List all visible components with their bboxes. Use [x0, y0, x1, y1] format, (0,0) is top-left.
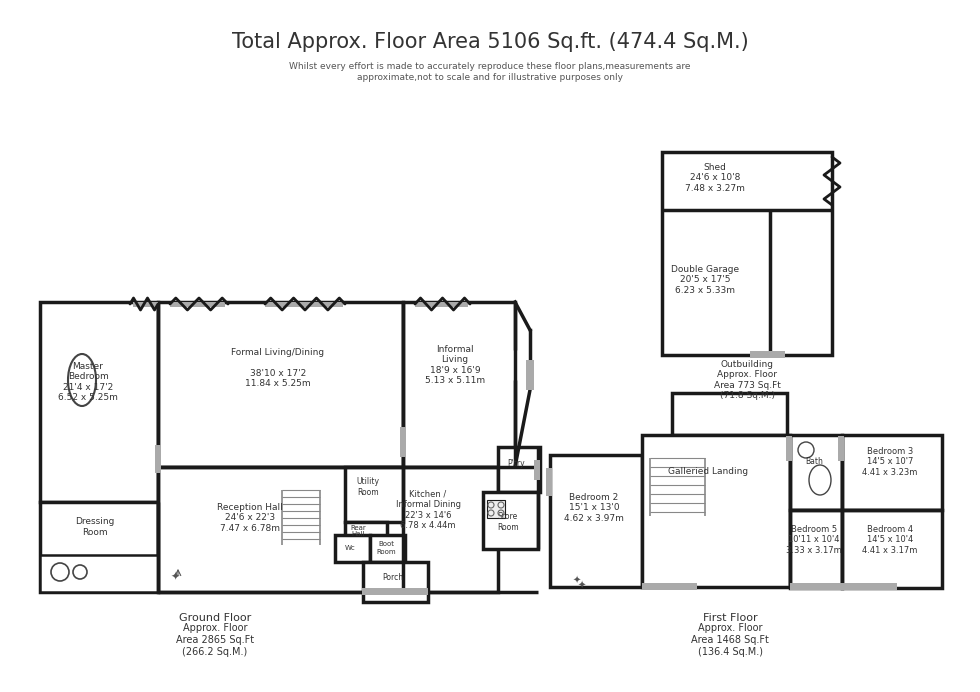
Bar	[550, 455, 642, 587]
Text: Store
Room: Store Room	[497, 512, 518, 531]
Text: Bedroom 4
14'5 x 10'4
4.41 x 3.17m: Bedroom 4 14'5 x 10'4 4.41 x 3.17m	[862, 525, 917, 555]
Text: ✦: ✦	[171, 572, 179, 582]
Bar	[786, 436, 792, 461]
Bar	[345, 467, 403, 522]
Bar	[842, 583, 897, 590]
Bar	[498, 447, 540, 492]
Bar	[370, 535, 405, 562]
Text: Ground Floor: Ground Floor	[179, 613, 251, 623]
Bar	[546, 468, 552, 496]
Bar	[415, 302, 468, 307]
Text: Utility
Room: Utility Room	[357, 477, 379, 497]
Bar	[642, 583, 697, 590]
Bar	[345, 522, 387, 547]
Text: Bedroom 5
10'11 x 10'4
3.33 x 3.17m: Bedroom 5 10'11 x 10'4 3.33 x 3.17m	[786, 525, 842, 555]
Text: Galleried Landing: Galleried Landing	[668, 468, 748, 477]
Text: Reception Hall
24'6 x 22'3
7.47 x 6.78m: Reception Hall 24'6 x 22'3 7.47 x 6.78m	[218, 503, 283, 533]
Bar	[335, 535, 370, 562]
Text: Bath: Bath	[805, 457, 823, 466]
Bar	[790, 435, 842, 510]
Text: Double Garage
20'5 x 17'5
6.23 x 5.33m: Double Garage 20'5 x 17'5 6.23 x 5.33m	[671, 265, 739, 295]
Text: Bedroom 3
14'5 x 10'7
4.41 x 3.23m: Bedroom 3 14'5 x 10'7 4.41 x 3.23m	[862, 447, 917, 477]
Text: First Floor: First Floor	[703, 613, 758, 623]
Bar	[838, 436, 844, 461]
Bar	[642, 435, 790, 587]
Text: Whilst every effort is made to accurately reproduce these floor plans,measuremen: Whilst every effort is made to accuratel…	[289, 62, 691, 82]
Bar	[403, 302, 515, 467]
Text: Boot
Room: Boot Room	[376, 542, 396, 554]
Bar	[487, 500, 505, 518]
Bar	[158, 302, 403, 467]
Text: ✦: ✦	[573, 576, 581, 586]
Text: Master
Bedroom
21'4 x 17'2
6.52 x 5.25m: Master Bedroom 21'4 x 17'2 6.52 x 5.25m	[58, 362, 118, 402]
Text: Bedroom 2
15'1 x 13'0
4.62 x 3.97m: Bedroom 2 15'1 x 13'0 4.62 x 3.97m	[564, 493, 624, 523]
Bar	[526, 360, 534, 390]
Text: Porch: Porch	[382, 574, 404, 583]
Bar	[842, 510, 942, 588]
Bar	[750, 351, 785, 358]
Bar	[40, 302, 158, 502]
Bar	[362, 588, 428, 595]
Text: Wc: Wc	[345, 545, 356, 551]
Text: Outbuilding
Approx. Floor
Area 773 Sq.Ft
(71.8 Sq.M.): Outbuilding Approx. Floor Area 773 Sq.Ft…	[713, 360, 780, 400]
Bar	[790, 510, 842, 588]
Text: Shed
24'6 x 10'8
7.48 x 3.27m: Shed 24'6 x 10'8 7.48 x 3.27m	[685, 163, 745, 193]
Bar	[400, 427, 406, 457]
Text: Approx. Floor
Area 2865 Sq.Ft
(266.2 Sq.M.): Approx. Floor Area 2865 Sq.Ft (266.2 Sq.…	[176, 623, 254, 657]
Text: Total Approx. Floor Area 5106 Sq.ft. (474.4 Sq.M.): Total Approx. Floor Area 5106 Sq.ft. (47…	[231, 32, 749, 52]
Text: Informal
Living
18'9 x 16'9
5.13 x 5.11m: Informal Living 18'9 x 16'9 5.13 x 5.11m	[425, 345, 485, 385]
Text: ✦: ✦	[578, 581, 586, 591]
Bar	[158, 467, 498, 592]
Bar	[662, 152, 832, 355]
Text: Approx. Floor
Area 1468 Sq.Ft
(136.4 Sq.M.): Approx. Floor Area 1468 Sq.Ft (136.4 Sq.…	[691, 623, 769, 657]
Bar	[155, 445, 161, 473]
Bar	[265, 302, 343, 307]
Text: P'try: P'try	[508, 459, 525, 468]
Bar	[40, 502, 158, 592]
Bar	[363, 562, 428, 602]
Bar	[483, 492, 538, 549]
Bar	[170, 302, 225, 307]
Text: Rear
Hall: Rear Hall	[350, 525, 366, 538]
Bar	[842, 435, 942, 510]
Text: Formal Living/Dining

38'10 x 17'2
11.84 x 5.25m: Formal Living/Dining 38'10 x 17'2 11.84 …	[231, 348, 324, 388]
Bar	[534, 460, 540, 480]
Bar	[672, 393, 787, 435]
Text: Kitchen /
Informal Dining
22'3 x 14'6
6.78 x 4.44m: Kitchen / Informal Dining 22'3 x 14'6 6.…	[396, 490, 461, 530]
Text: Dressing
Room: Dressing Room	[75, 518, 115, 537]
Bar	[790, 583, 845, 590]
Bar	[133, 302, 158, 307]
Bar	[40, 555, 158, 592]
